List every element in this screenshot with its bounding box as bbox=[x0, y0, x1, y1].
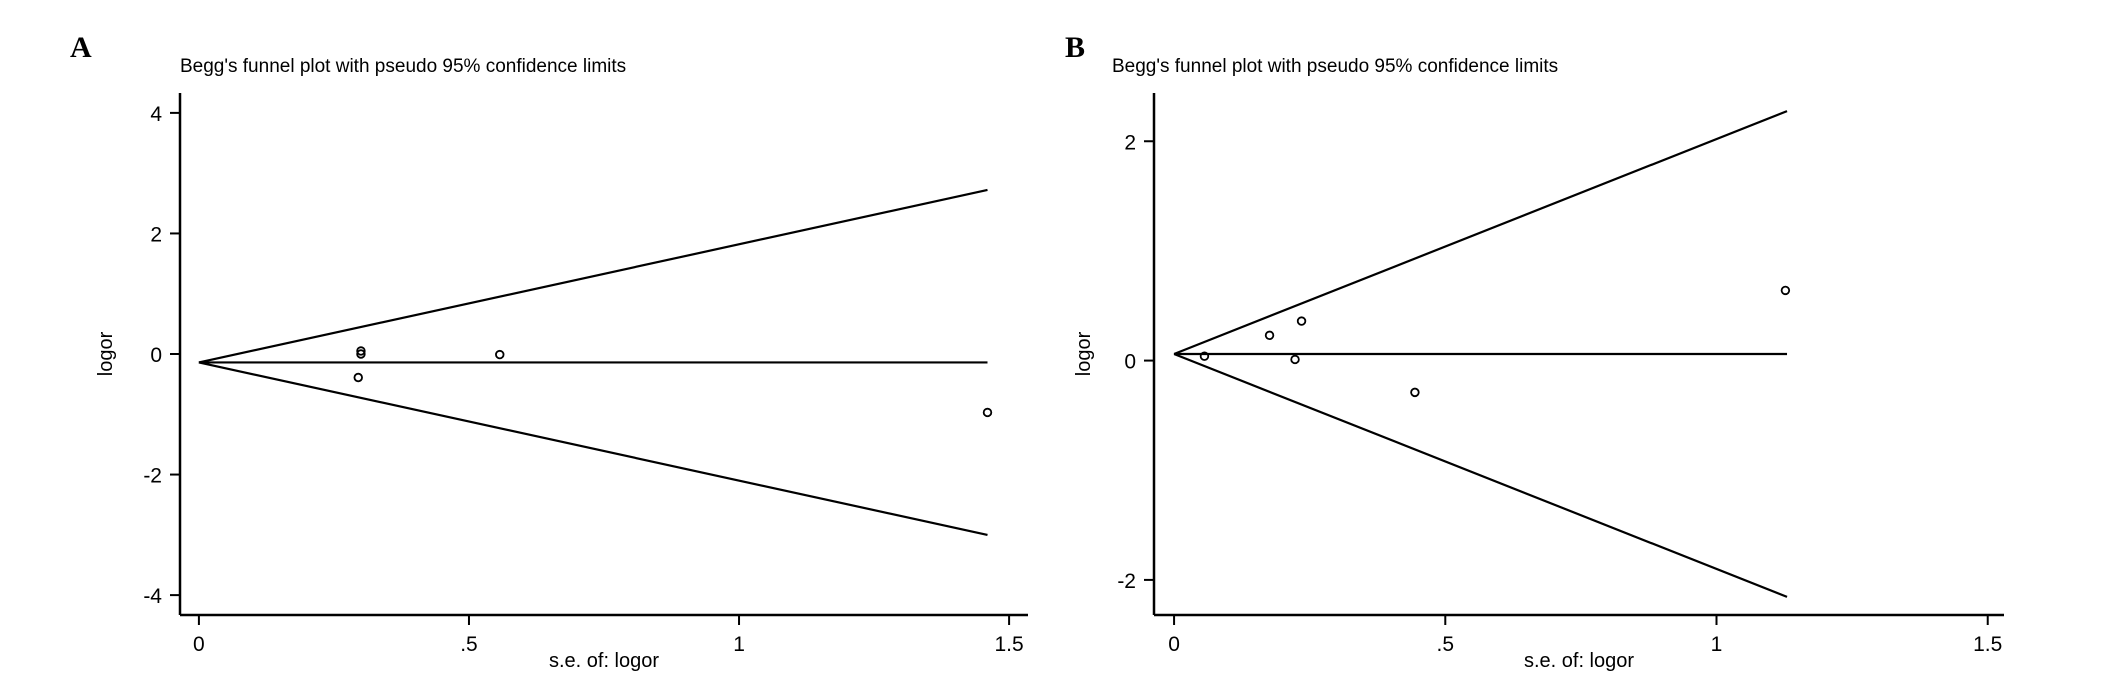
x-tick-label: .5 bbox=[1437, 633, 1455, 656]
chart-title-b: Begg's funnel plot with pseudo 95% confi… bbox=[1112, 56, 1558, 77]
y-axis-label-b: logor bbox=[1073, 331, 1095, 376]
panel-letter-a: A bbox=[70, 31, 92, 64]
y-tick-label: 4 bbox=[150, 103, 162, 126]
study-point bbox=[1296, 316, 1307, 326]
panel-b: B Begg's funnel plot with pseudo 95% con… bbox=[1065, 31, 2004, 672]
study-point bbox=[356, 349, 366, 359]
upper-confidence-limit-line bbox=[1173, 110, 1788, 356]
y-axis-label-a: logor bbox=[95, 331, 117, 376]
chart-title-a: Begg's funnel plot with pseudo 95% confi… bbox=[180, 56, 626, 77]
y-tick-label: -4 bbox=[143, 585, 162, 608]
study-point bbox=[1780, 285, 1791, 296]
x-tick-label: .5 bbox=[460, 633, 478, 656]
y-tick-label: -2 bbox=[143, 465, 162, 488]
lower-confidence-limit-line bbox=[1173, 352, 1788, 598]
y-tick-label: 2 bbox=[150, 223, 162, 246]
study-point bbox=[1264, 330, 1275, 341]
study-point bbox=[353, 372, 363, 383]
y-tick-label: 2 bbox=[1124, 131, 1136, 154]
y-tick-label: 0 bbox=[150, 344, 162, 367]
panel-a: A Begg's funnel plot with pseudo 95% con… bbox=[70, 31, 1028, 672]
y-tick-label: 0 bbox=[1124, 351, 1136, 374]
study-point bbox=[982, 407, 993, 418]
study-point bbox=[1410, 387, 1420, 398]
study-point bbox=[356, 346, 366, 356]
lower-confidence-limit-line bbox=[198, 361, 988, 537]
panel-letter-b: B bbox=[1065, 31, 1085, 64]
x-axis-label-b: s.e. of: logor bbox=[1524, 650, 1634, 672]
x-tick-label: 1.5 bbox=[1973, 633, 2002, 656]
x-axis-label-a: s.e. of: logor bbox=[549, 650, 659, 672]
y-tick-label: -2 bbox=[1117, 570, 1136, 593]
x-tick-label: 1 bbox=[1711, 633, 1723, 656]
study-point bbox=[495, 349, 505, 360]
x-tick-label: 1 bbox=[733, 633, 745, 656]
study-point bbox=[1199, 351, 1210, 361]
study-point bbox=[1290, 354, 1300, 365]
x-tick-label: 0 bbox=[1168, 633, 1180, 656]
x-tick-label: 0 bbox=[193, 633, 205, 656]
x-tick-label: 1.5 bbox=[994, 633, 1023, 656]
upper-confidence-limit-line bbox=[198, 188, 988, 364]
